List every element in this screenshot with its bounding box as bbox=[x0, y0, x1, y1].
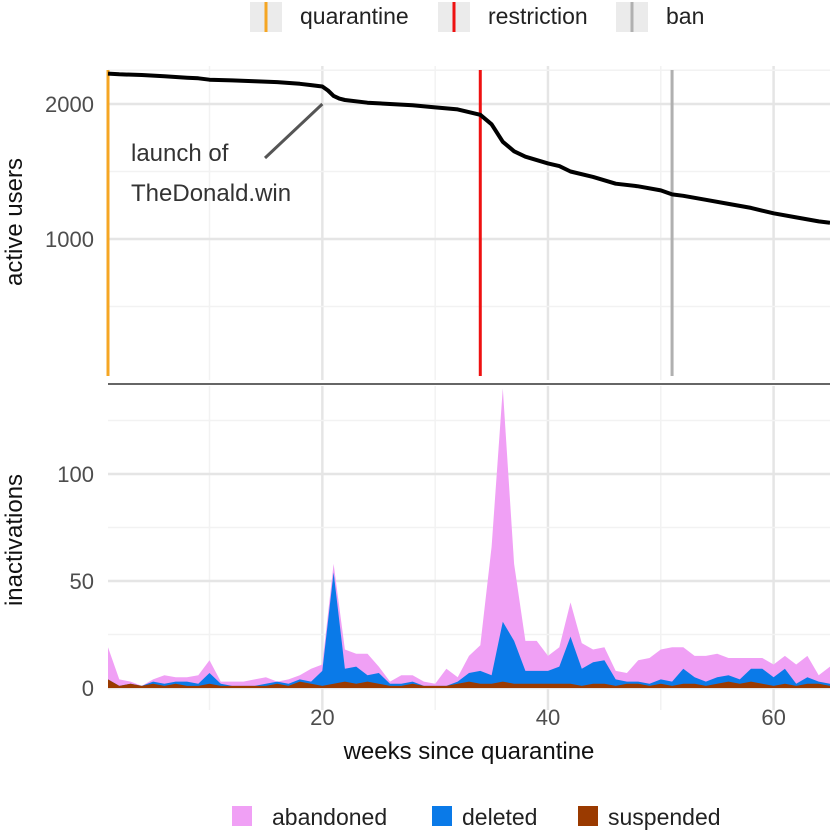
legend-item-restriction: restriction bbox=[438, 2, 588, 32]
bottom-y-tick-label: 50 bbox=[70, 569, 94, 594]
x-ticks: 20 40 60 bbox=[310, 705, 786, 730]
event-lines bbox=[106, 70, 674, 376]
legend-swatch-suspended bbox=[578, 806, 598, 826]
legend-label-restriction: restriction bbox=[488, 3, 588, 29]
bottom-panel: 0 50 100 20 40 60 inactivations weeks since … bbox=[1, 386, 830, 765]
x-tick-label: 20 bbox=[310, 705, 334, 730]
bottom-y-axis-title: inactivations bbox=[1, 474, 28, 606]
bottom-y-tick-label: 100 bbox=[57, 462, 94, 487]
legend-item-quarantine: quarantine bbox=[250, 2, 409, 32]
top-panel: launch of TheDonald.win 1000 2000 active … bbox=[1, 66, 830, 380]
legend-item-deleted: deleted bbox=[432, 804, 537, 830]
top-y-tick-label: 1000 bbox=[45, 227, 94, 252]
top-y-tick-label: 2000 bbox=[45, 92, 94, 117]
annotation-line-1: launch of bbox=[131, 140, 229, 167]
area-abandoned bbox=[108, 388, 830, 688]
annotation-leader bbox=[263, 102, 324, 160]
top-y-ticks: 1000 2000 bbox=[45, 92, 94, 252]
x-axis-title: weeks since quarantine bbox=[343, 738, 595, 765]
legend-swatch-deleted bbox=[432, 806, 452, 826]
legend-item-ban: ban bbox=[616, 2, 704, 32]
legend-label-abandoned: abandoned bbox=[272, 804, 387, 830]
legend-item-abandoned: abandoned bbox=[232, 804, 387, 830]
bottom-legend: abandoned deleted suspended bbox=[232, 804, 721, 830]
legend-label-ban: ban bbox=[666, 3, 704, 29]
area-deleted bbox=[108, 572, 830, 688]
legend-label-deleted: deleted bbox=[462, 804, 537, 830]
top-legend: quarantine restriction ban bbox=[250, 2, 704, 32]
area-suspended bbox=[108, 679, 830, 688]
bottom-y-tick-label: 0 bbox=[82, 676, 94, 701]
bottom-y-ticks: 0 50 100 bbox=[57, 462, 94, 701]
legend-swatch-abandoned bbox=[232, 806, 252, 826]
active-users-line bbox=[107, 71, 830, 225]
stacked-areas bbox=[108, 388, 830, 688]
x-tick-label: 60 bbox=[761, 705, 785, 730]
legend-label-quarantine: quarantine bbox=[300, 3, 409, 29]
x-tick-label: 40 bbox=[536, 705, 560, 730]
annotation-line-2: TheDonald.win bbox=[131, 180, 291, 207]
legend-label-suspended: suspended bbox=[608, 804, 721, 830]
top-y-axis-title: active users bbox=[1, 158, 28, 286]
legend-item-suspended: suspended bbox=[578, 804, 721, 830]
top-gridlines bbox=[108, 66, 830, 380]
